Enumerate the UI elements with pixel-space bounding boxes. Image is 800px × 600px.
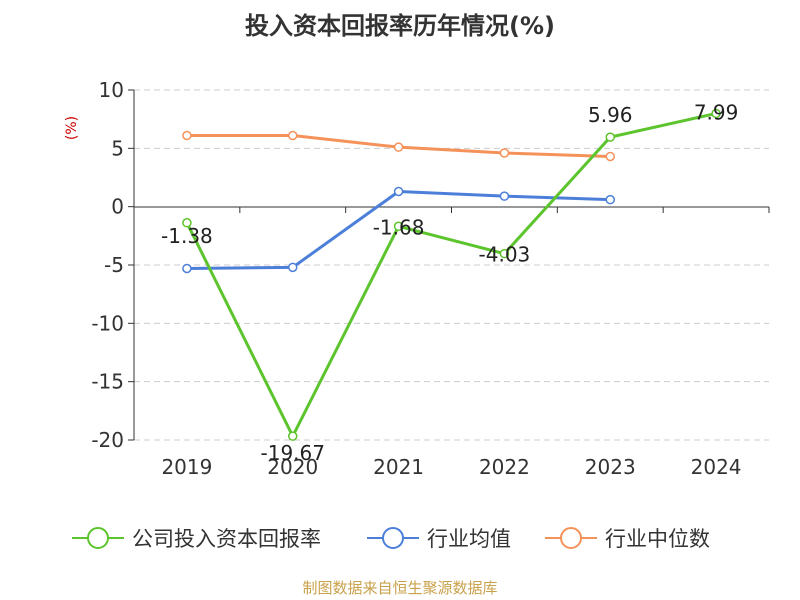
data-label: 7.99 (694, 100, 739, 124)
data-point (393, 221, 404, 232)
x-axis: 2019 2020 2021 2022 2023 2024 (133, 206, 770, 479)
data-point (288, 262, 298, 273)
y-tick-label: 5 (111, 136, 124, 160)
series-line (185, 111, 717, 438)
y-axis: 10 5 0 -5 -10 -15 -20 (91, 78, 135, 452)
data-point (288, 130, 298, 141)
data-point (182, 218, 192, 228)
data-point (711, 108, 721, 119)
data-point (499, 148, 510, 158)
x-tick-label: 2024 (691, 455, 742, 479)
data-point (182, 130, 192, 141)
data-labels: -1.38 -19.67 -1.68 -4.03 5.96 7.99 (161, 100, 738, 465)
series-1 (182, 186, 615, 274)
data-label: -1.38 (161, 224, 213, 248)
data-point (182, 263, 192, 274)
y-axis-label: (%) (64, 116, 80, 140)
y-tick-label: -20 (91, 428, 124, 452)
legend-item[interactable]: 行业中位数 (545, 527, 710, 551)
data-point (499, 248, 510, 259)
series-2 (182, 130, 615, 162)
source-footer: 制图数据来自恒生聚源数据库 (302, 579, 498, 597)
x-tick-label: 2019 (161, 455, 212, 479)
data-label: -1.68 (373, 215, 425, 239)
data-point (288, 431, 298, 441)
x-tick-label: 2020 (267, 455, 318, 479)
y-tick-label: -10 (91, 311, 124, 335)
legend-item[interactable]: 公司投入资本回报率 (72, 527, 321, 551)
data-label: 5.96 (588, 103, 633, 127)
grid-lines (134, 89, 769, 441)
legend-label: 行业均值 (427, 527, 511, 551)
x-tick-label: 2021 (373, 455, 424, 479)
x-tick-label: 2023 (585, 455, 636, 479)
legend-marker (382, 527, 404, 549)
y-tick-label: 10 (99, 78, 124, 102)
data-label: -4.03 (479, 243, 531, 267)
legend-marker (87, 527, 109, 549)
chart-title: 投入资本回报率历年情况(%) (245, 12, 555, 40)
legend: 公司投入资本回报率 行业均值 行业中位数 (72, 527, 710, 551)
y-tick-label: -15 (91, 370, 124, 394)
data-point (605, 132, 615, 142)
data-point (499, 191, 510, 201)
y-tick-label: -5 (104, 253, 124, 277)
legend-label: 行业中位数 (605, 527, 710, 551)
data-label: -19.67 (261, 441, 325, 465)
data-point (393, 142, 404, 152)
x-tick-label: 2022 (479, 455, 530, 479)
legend-marker (560, 527, 582, 549)
legend-label: 公司投入资本回报率 (132, 527, 321, 551)
data-point (393, 186, 404, 197)
data-point (605, 151, 615, 162)
series-0 (182, 108, 721, 441)
data-point (605, 194, 615, 205)
legend-item[interactable]: 行业均值 (367, 527, 511, 551)
series-lines (182, 108, 721, 441)
y-tick-label: 0 (111, 195, 124, 219)
